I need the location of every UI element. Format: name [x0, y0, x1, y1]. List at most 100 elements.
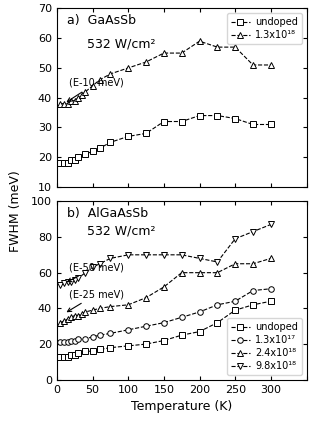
undoped	[251, 122, 255, 127]
undoped	[144, 131, 148, 136]
2.4x10¹⁸	[269, 256, 273, 261]
undoped	[73, 158, 76, 163]
Legend: undoped, 1.3x10¹⁷, 2.4x10¹⁸, 9.8x10¹⁸: undoped, 1.3x10¹⁷, 2.4x10¹⁸, 9.8x10¹⁸	[227, 319, 302, 375]
1.3x10¹⁷	[269, 286, 273, 291]
undoped	[108, 140, 112, 145]
undoped	[162, 119, 166, 124]
2.4x10¹⁸	[73, 313, 76, 318]
1.3x10¹⁸	[269, 62, 273, 68]
9.8x10¹⁸	[198, 256, 201, 261]
Line: undoped: undoped	[58, 298, 274, 360]
9.8x10¹⁸	[66, 279, 70, 284]
undoped	[98, 146, 101, 151]
1.3x10¹⁷	[233, 299, 237, 304]
1.3x10¹⁷	[126, 327, 130, 333]
Text: b)  AlGaAsSb: b) AlGaAsSb	[67, 207, 148, 219]
undoped	[180, 333, 184, 338]
undoped	[144, 341, 148, 346]
9.8x10¹⁸	[76, 276, 80, 281]
1.3x10¹⁷	[98, 333, 101, 338]
Text: 532 W/cm²: 532 W/cm²	[67, 225, 155, 238]
1.3x10¹⁷	[180, 315, 184, 320]
undoped	[66, 354, 70, 359]
1.3x10¹⁷	[73, 338, 76, 343]
Text: a)  GaAsSb: a) GaAsSb	[67, 14, 136, 27]
Text: (E-25 meV): (E-25 meV)	[67, 289, 124, 312]
9.8x10¹⁸	[162, 252, 166, 257]
9.8x10¹⁸	[58, 283, 62, 288]
undoped	[269, 299, 273, 304]
undoped	[216, 320, 219, 325]
undoped	[62, 161, 66, 166]
2.4x10¹⁸	[91, 308, 94, 313]
undoped	[216, 113, 219, 118]
9.8x10¹⁸	[69, 279, 73, 284]
2.4x10¹⁸	[180, 270, 184, 275]
undoped	[58, 161, 62, 166]
Text: (E-10 meV): (E-10 meV)	[67, 78, 124, 101]
1.3x10¹⁸	[83, 89, 87, 94]
9.8x10¹⁸	[251, 229, 255, 234]
2.4x10¹⁸	[83, 309, 87, 314]
1.3x10¹⁷	[91, 334, 94, 339]
Text: (E-50 meV): (E-50 meV)	[68, 262, 124, 281]
2.4x10¹⁸	[76, 313, 80, 318]
Text: FWHM (meV): FWHM (meV)	[9, 170, 22, 252]
2.4x10¹⁸	[108, 304, 112, 309]
2.4x10¹⁸	[98, 306, 101, 311]
9.8x10¹⁸	[62, 281, 66, 286]
1.3x10¹⁷	[162, 320, 166, 325]
X-axis label: Temperature (K): Temperature (K)	[131, 400, 232, 413]
1.3x10¹⁷	[83, 336, 87, 341]
9.8x10¹⁸	[216, 260, 219, 265]
9.8x10¹⁸	[144, 252, 148, 257]
undoped	[76, 155, 80, 160]
undoped	[76, 351, 80, 356]
undoped	[83, 152, 87, 157]
1.3x10¹⁷	[108, 331, 112, 336]
2.4x10¹⁸	[233, 261, 237, 266]
Line: 2.4x10¹⁸: 2.4x10¹⁸	[58, 256, 274, 325]
Line: 1.3x10¹⁷: 1.3x10¹⁷	[58, 286, 274, 345]
2.4x10¹⁸	[216, 270, 219, 275]
9.8x10¹⁸	[98, 261, 101, 266]
9.8x10¹⁸	[91, 265, 94, 270]
undoped	[91, 149, 94, 154]
undoped	[62, 354, 66, 359]
1.3x10¹⁷	[62, 340, 66, 345]
undoped	[180, 119, 184, 124]
undoped	[198, 329, 201, 334]
undoped	[69, 158, 73, 163]
1.3x10¹⁷	[251, 288, 255, 293]
1.3x10¹⁷	[144, 324, 148, 329]
undoped	[251, 302, 255, 307]
1.3x10¹⁸	[126, 65, 130, 70]
Legend: undoped, 1.3x10¹⁸: undoped, 1.3x10¹⁸	[227, 14, 302, 44]
undoped	[233, 308, 237, 313]
2.4x10¹⁸	[198, 270, 201, 275]
1.3x10¹⁸	[144, 60, 148, 65]
1.3x10¹⁷	[216, 302, 219, 307]
1.3x10¹⁸	[91, 83, 94, 88]
undoped	[73, 352, 76, 357]
1.3x10¹⁷	[69, 338, 73, 343]
Line: 1.3x10¹⁸: 1.3x10¹⁸	[58, 38, 274, 106]
1.3x10¹⁸	[58, 101, 62, 106]
2.4x10¹⁸	[126, 302, 130, 307]
2.4x10¹⁸	[62, 318, 66, 323]
2.4x10¹⁸	[251, 261, 255, 266]
1.3x10¹⁸	[251, 62, 255, 68]
1.3x10¹⁸	[98, 77, 101, 82]
Text: 532 W/cm²: 532 W/cm²	[67, 37, 155, 50]
9.8x10¹⁸	[108, 256, 112, 261]
undoped	[162, 338, 166, 343]
undoped	[98, 347, 101, 352]
undoped	[233, 116, 237, 121]
undoped	[108, 345, 112, 350]
undoped	[126, 344, 130, 349]
1.3x10¹⁷	[76, 336, 80, 341]
1.3x10¹⁸	[62, 101, 66, 106]
undoped	[66, 161, 70, 166]
9.8x10¹⁸	[180, 252, 184, 257]
1.3x10¹⁸	[108, 71, 112, 76]
